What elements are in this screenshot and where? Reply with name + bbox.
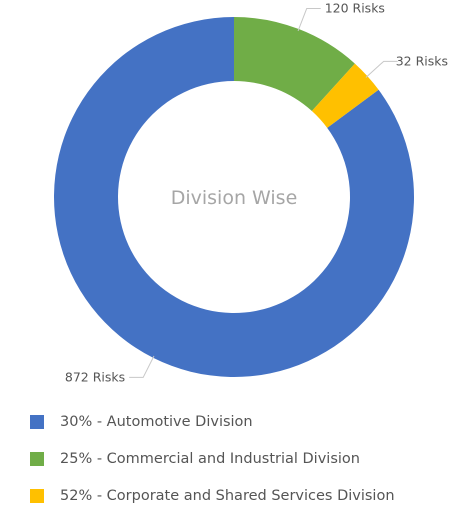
chart-title: Division Wise bbox=[171, 187, 298, 209]
legend-label-automotive: 30% - Automotive Division bbox=[60, 414, 253, 430]
legend-swatch-automotive bbox=[30, 415, 44, 429]
callout-labels: 872 Risks 120 Risks 32 Risks bbox=[65, 1, 448, 385]
leader-automotive bbox=[129, 355, 155, 378]
leader-commercial-industrial bbox=[297, 8, 321, 32]
callout-leader-lines bbox=[129, 8, 398, 378]
legend-item-commercial-industrial[interactable]: 25% - Commercial and Industrial Division bbox=[30, 449, 360, 469]
donut-slices bbox=[54, 17, 415, 378]
slice-commercial-industrial[interactable] bbox=[234, 17, 355, 112]
callout-commercial-industrial: 120 Risks bbox=[325, 1, 385, 16]
legend-item-automotive[interactable]: 30% - Automotive Division bbox=[30, 412, 253, 432]
legend-label-corporate-shared: 52% - Corporate and Shared Services Divi… bbox=[60, 488, 395, 504]
legend-swatch-corporate-shared bbox=[30, 489, 44, 503]
legend-item-corporate-shared[interactable]: 52% - Corporate and Shared Services Divi… bbox=[30, 486, 395, 506]
legend-label-commercial-industrial: 25% - Commercial and Industrial Division bbox=[60, 451, 360, 467]
slice-corporate-shared[interactable] bbox=[311, 63, 379, 128]
callout-automotive: 872 Risks bbox=[65, 369, 125, 384]
leader-corporate-shared bbox=[365, 60, 398, 78]
slice-automotive[interactable] bbox=[54, 17, 415, 378]
callout-corporate-shared: 32 Risks bbox=[396, 53, 448, 68]
legend-swatch-commercial-industrial bbox=[30, 452, 44, 466]
